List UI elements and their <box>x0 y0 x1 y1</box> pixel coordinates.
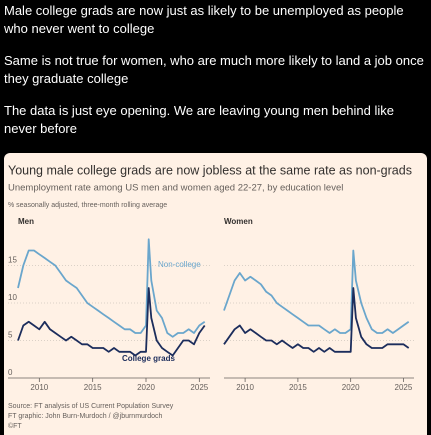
panel-title: Men <box>18 217 34 226</box>
post-paragraph: The data is just eye opening. We are lea… <box>4 103 395 136</box>
series-line <box>223 249 410 334</box>
logo: ©FT <box>8 422 22 430</box>
y-tick-label: 15 <box>8 256 17 265</box>
post-text: Male college grads are now just as likel… <box>4 2 426 152</box>
chart-note: % seasonally adjusted, three-month rolli… <box>8 202 167 209</box>
panel-title: Women <box>224 217 253 226</box>
x-tick-label: 2010 <box>236 383 254 392</box>
x-tick-label: 2020 <box>342 383 360 392</box>
x-tick-label: 2025 <box>395 383 413 392</box>
credit: FT graphic: John Burn-Murdoch / @jburnmu… <box>8 413 163 420</box>
series-label: College grads <box>122 354 175 363</box>
card-background <box>4 153 427 435</box>
y-tick-label: 0 <box>8 368 13 377</box>
series-line <box>17 238 206 338</box>
source: Source: FT analysis of US Current Popula… <box>8 403 174 410</box>
y-tick-label: 10 <box>8 293 17 302</box>
series-line <box>17 287 206 357</box>
x-tick-label: 2020 <box>137 383 155 392</box>
x-tick-label: 2010 <box>30 383 48 392</box>
series-label: Non-college <box>158 260 201 269</box>
x-tick-label: 2015 <box>289 383 307 392</box>
chart-subtitle: Unemployment rate among US men and women… <box>8 183 343 194</box>
post-paragraph: Male college grads are now just as likel… <box>4 3 404 36</box>
post-paragraph: Same is not true for women, who are much… <box>4 53 424 86</box>
chart-title: Young male college grads are now jobless… <box>8 163 412 177</box>
x-tick-label: 2025 <box>190 383 208 392</box>
x-tick-label: 2015 <box>84 383 102 392</box>
y-tick-label: 5 <box>8 331 13 340</box>
series-line <box>223 287 410 353</box>
